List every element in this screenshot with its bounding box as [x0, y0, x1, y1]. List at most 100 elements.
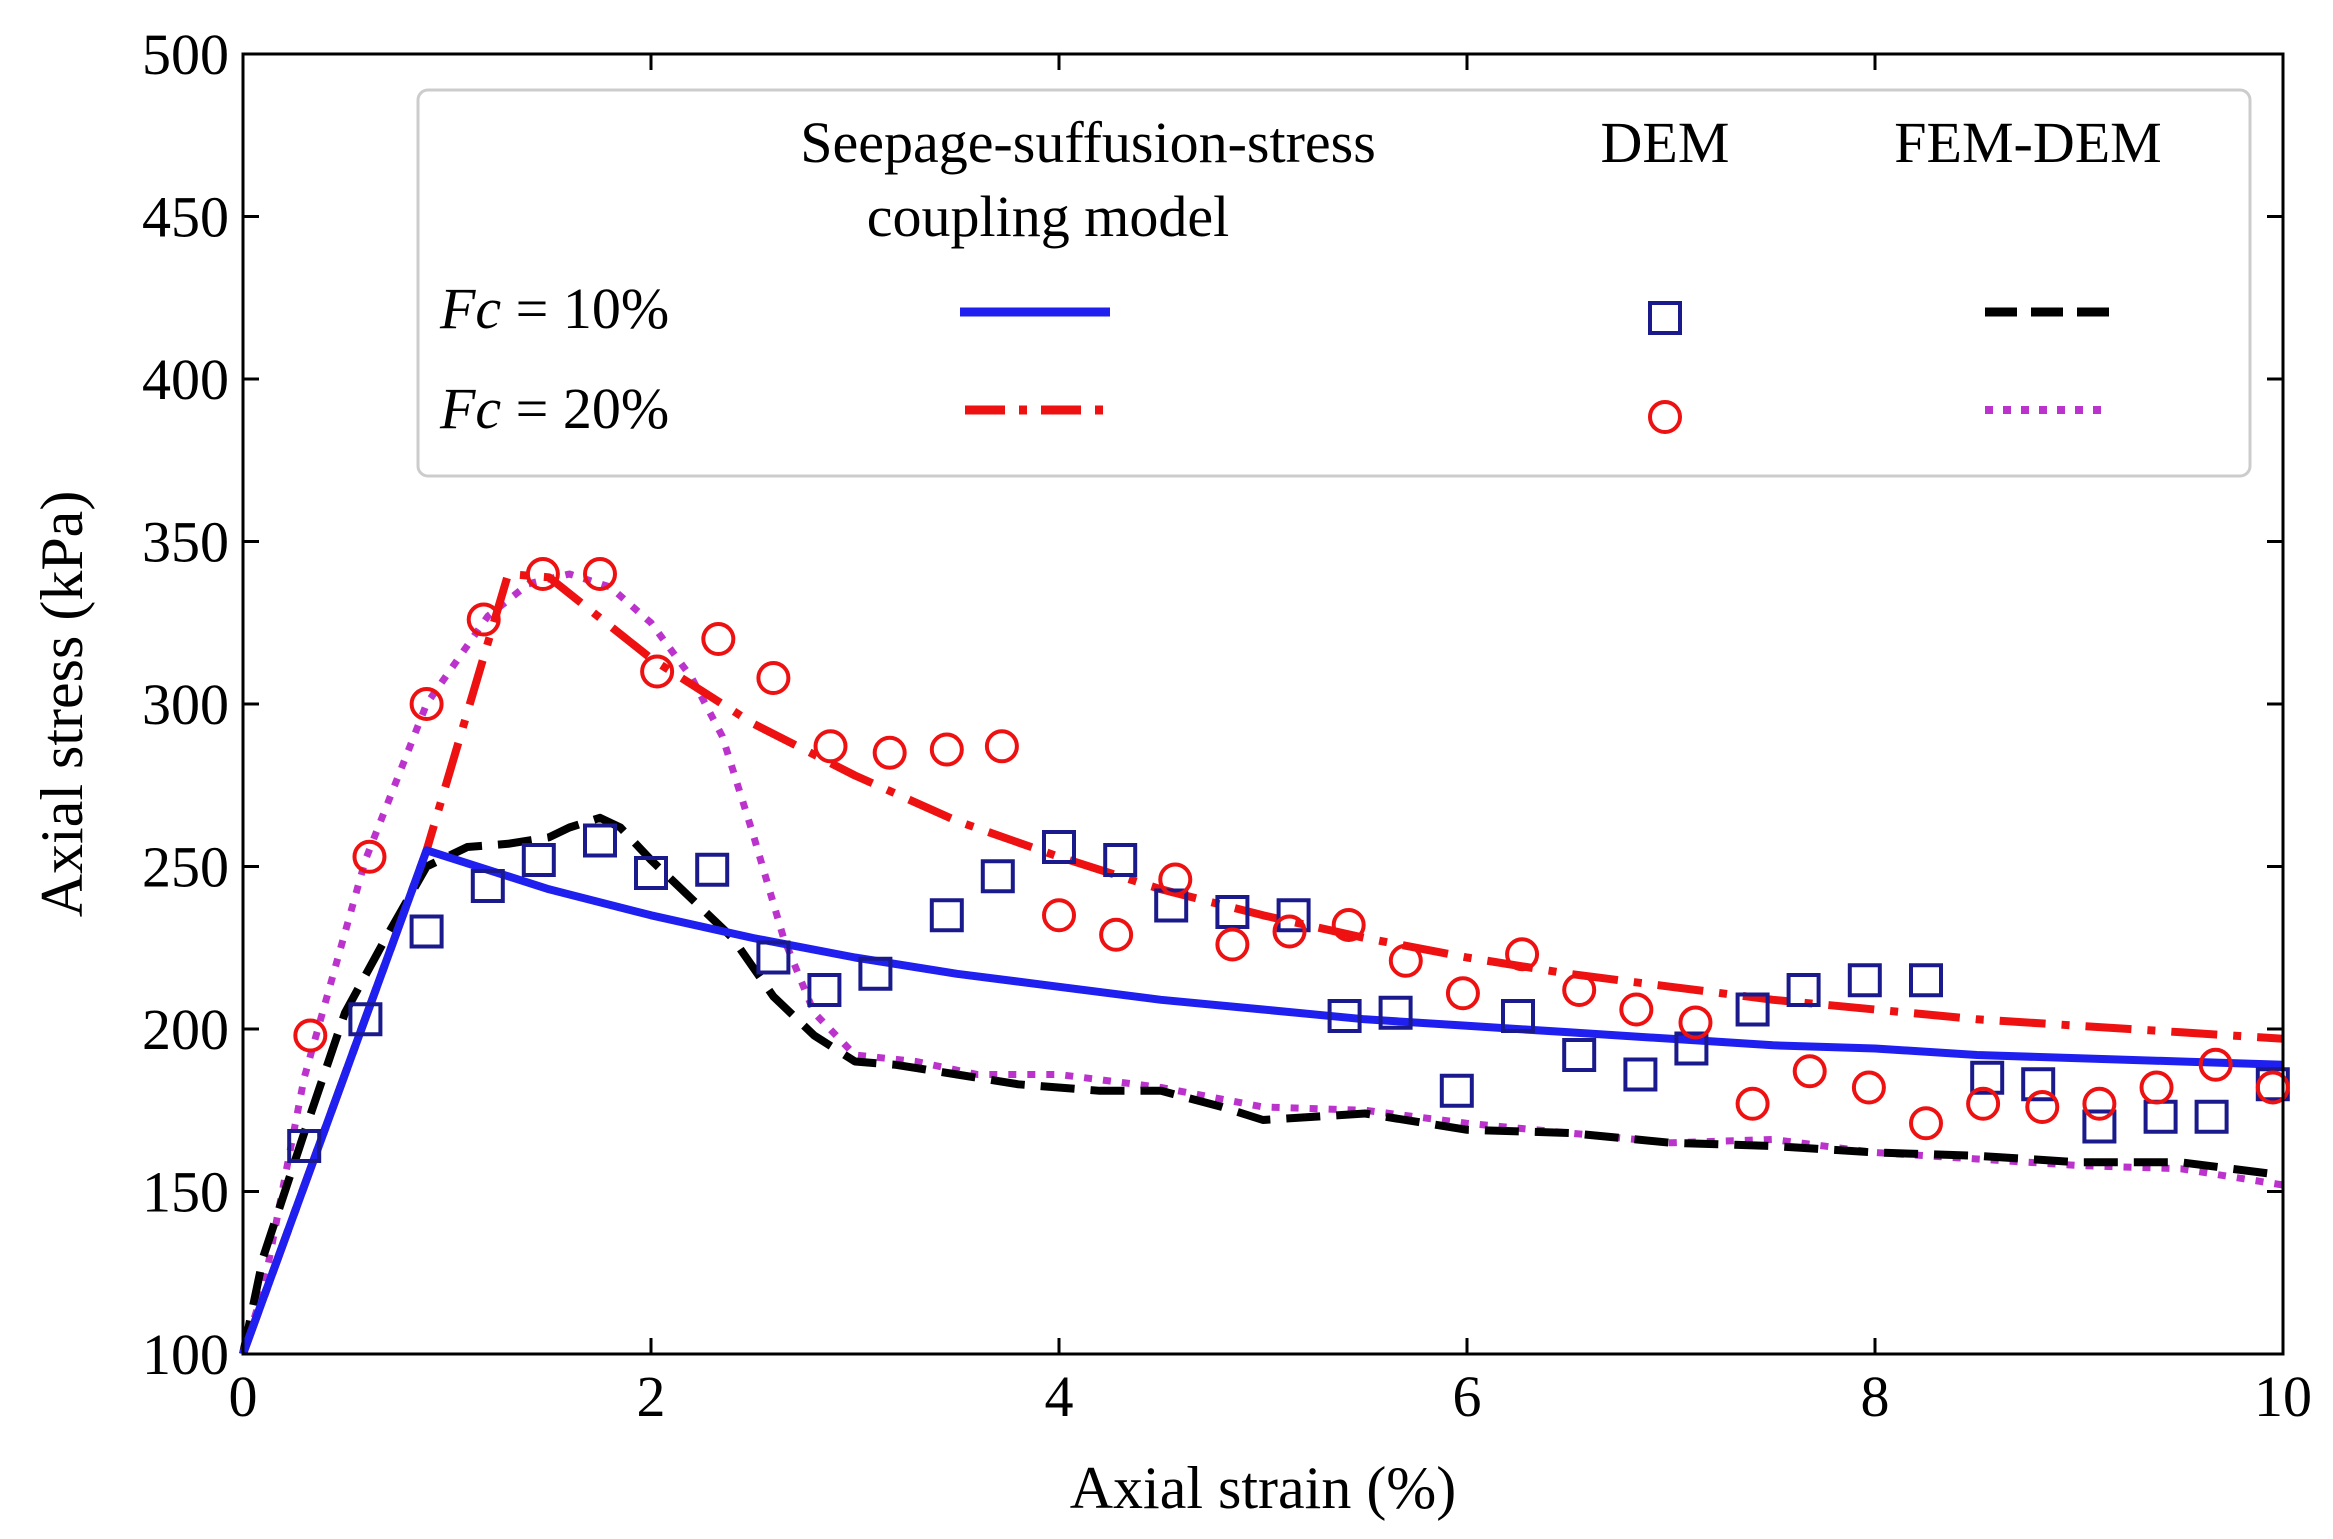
dem-fc10-point	[1103, 843, 1138, 877]
dem-fc10-point	[1970, 1060, 2005, 1095]
dem-fc10-point	[1562, 1038, 1597, 1072]
dem-fc10-point	[634, 856, 668, 890]
dem-fc20-point	[2025, 1090, 2060, 1124]
legend-swatch-dem-fc20	[1648, 400, 1682, 434]
series-line-5	[239, 570, 2284, 1356]
dem-fc10-point	[1623, 1057, 1658, 1092]
dem-fc20-point	[1099, 917, 1134, 952]
legend-header-femdem: FEM-DEM	[1894, 110, 2161, 175]
legend-header-model-line1: Seepage-suffusion-stress	[800, 110, 1376, 175]
dem-fc20-point	[872, 735, 907, 770]
y-tick-label-300: 300	[142, 672, 229, 737]
dem-fc10-point	[409, 914, 444, 949]
dem-fc20-point	[813, 729, 848, 764]
legend-row-fc20-label: Fc = 20%	[439, 376, 669, 441]
series-layer	[239, 557, 2290, 1356]
dem-fc20-point	[1158, 862, 1193, 897]
dem-fc20-point	[1445, 976, 1480, 1011]
dem-fc20-point	[2198, 1047, 2233, 1082]
dem-fc20-point	[2082, 1086, 2117, 1121]
dem-fc20-point	[2255, 1070, 2290, 1105]
dem-fc10-point	[1276, 898, 1311, 933]
dem-fc10-point	[1042, 830, 1076, 864]
x-tick-label-10: 10	[2254, 1364, 2312, 1429]
dem-fc10-point	[695, 852, 730, 887]
dem-fc20-point	[1562, 973, 1597, 1007]
dem-fc20-point	[525, 557, 560, 591]
dem-fc20-point	[1215, 927, 1250, 962]
dem-fc10-point	[2082, 1109, 2117, 1144]
dem-fc10-point	[1735, 992, 1770, 1027]
dem-fc10-point	[583, 823, 617, 858]
dem-fc10-point	[1378, 995, 1413, 1030]
dem-fc20-point	[1966, 1086, 2001, 1121]
x-axis-title: Axial strain (%)	[1070, 1455, 1457, 1521]
dem-fc20-point	[1735, 1086, 1770, 1121]
dem-fc10-point	[287, 1129, 322, 1163]
y-tick-label-150: 150	[142, 1160, 229, 1225]
dem-fc20-point	[1619, 992, 1654, 1027]
dem-fc10-point	[1501, 999, 1535, 1033]
dem-fc10-point	[756, 940, 791, 975]
legend-box	[416, 88, 2252, 478]
fc10-value: = 10%	[501, 276, 669, 341]
dem-fc10-point	[1674, 1031, 1709, 1066]
dem-fc10-point	[2194, 1099, 2229, 1134]
dem-fc10-point	[1327, 999, 1362, 1033]
fc20-value: = 20%	[501, 376, 669, 441]
series-line-4	[239, 813, 2284, 1355]
dem-fc10-point	[1215, 895, 1250, 929]
x-tick-label-2: 2	[637, 1364, 666, 1429]
dem-fc20-point	[352, 839, 387, 874]
x-tick-label-8: 8	[1861, 1364, 1890, 1429]
dem-fc20-point	[409, 687, 444, 721]
dem-fc20-point	[1272, 914, 1307, 949]
dem-fc20-point	[1851, 1070, 1886, 1105]
dem-fc20-point	[1505, 937, 1540, 972]
series-line-1	[239, 570, 2284, 1356]
legend-header-model-line2: coupling model	[867, 184, 1229, 249]
y-tick-label-200: 200	[142, 997, 229, 1062]
y-tick-label-100: 100	[142, 1322, 229, 1387]
dem-fc20-point	[756, 661, 791, 695]
y-tick-label-450: 450	[142, 185, 229, 250]
fc-symbol: Fc	[439, 376, 501, 441]
y-tick-label-400: 400	[142, 347, 229, 412]
legend-swatch-dem-fc10	[1648, 301, 1682, 335]
dem-fc10-point	[470, 869, 505, 903]
dem-fc10-point	[2021, 1067, 2056, 1102]
y-tick-label-350: 350	[142, 510, 229, 575]
dem-fc20-point	[1331, 908, 1366, 942]
dem-fc20-point	[1042, 898, 1076, 933]
dem-fc10-point	[980, 859, 1015, 894]
dem-fc20-point	[293, 1018, 328, 1053]
x-tick-label-6: 6	[1453, 1364, 1482, 1429]
dem-fc10-point	[807, 973, 842, 1007]
dem-fc10-point	[1154, 888, 1189, 923]
dem-fc10-point	[1786, 973, 1821, 1007]
dem-fc20-point	[1909, 1106, 1943, 1141]
x-tick-label-4: 4	[1045, 1364, 1074, 1429]
axis-ticks: 0 2 4 6 8 10 100 150 200 250 300 350 400 450 500	[142, 22, 2312, 1429]
legend-row-fc10-label: Fc = 10%	[439, 276, 669, 341]
dem-fc20-point	[640, 654, 675, 689]
dem-fc20-point	[466, 602, 501, 637]
dem-fc20-point	[1388, 943, 1423, 978]
dem-fc10-point	[1847, 963, 1882, 998]
dem-fc20-point	[2139, 1070, 2174, 1105]
series-line-0	[239, 846, 2284, 1356]
plot-frame	[241, 52, 2285, 1356]
x-tick-label-0: 0	[229, 1364, 258, 1429]
dem-fc10-point	[929, 898, 964, 933]
y-tick-label-500: 500	[142, 22, 229, 87]
dem-fc20-point	[701, 622, 736, 656]
dem-fc20-point	[1792, 1054, 1827, 1089]
legend: Seepage-suffusion-stress coupling model …	[416, 88, 2252, 478]
dem-fc20-point	[583, 557, 617, 591]
dem-fc10-point	[348, 1002, 383, 1037]
legend-header-dem: DEM	[1601, 110, 1730, 175]
dem-fc10-point	[858, 956, 893, 991]
y-axis-title: Axial stress (kPa)	[29, 491, 95, 918]
dem-fc10-point	[1909, 963, 1943, 998]
dem-fc20-point	[1678, 1005, 1713, 1040]
